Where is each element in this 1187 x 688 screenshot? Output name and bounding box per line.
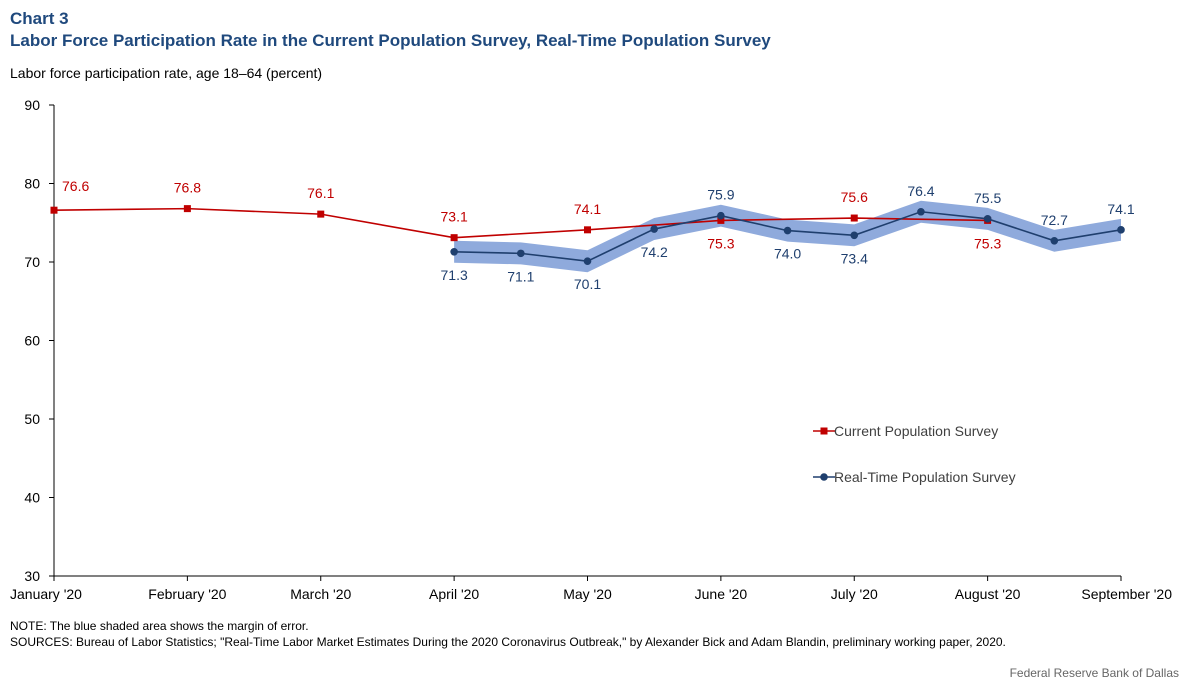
- data-label: 75.9: [707, 187, 734, 203]
- data-point-circle: [983, 215, 992, 223]
- data-label: 75.6: [841, 189, 868, 205]
- x-tick-label: July '20: [831, 586, 878, 602]
- data-label: 76.1: [307, 185, 334, 201]
- data-label: 72.7: [1041, 212, 1068, 228]
- data-point-circle: [917, 207, 925, 216]
- data-label: 76.8: [174, 180, 201, 196]
- data-label: 75.5: [974, 190, 1001, 206]
- data-label: 71.3: [441, 267, 468, 283]
- x-tick-label: March '20: [290, 586, 351, 602]
- x-tick-label: January '20: [10, 586, 82, 602]
- legend-label: Current Population Survey: [834, 423, 998, 439]
- chart-title: Labor Force Participation Rate in the Cu…: [10, 31, 771, 50]
- data-point-circle: [517, 249, 525, 258]
- data-point-square: [717, 216, 725, 224]
- data-point-circle: [450, 247, 458, 256]
- y-tick-label: 30: [24, 568, 40, 584]
- data-point-circle: [1117, 226, 1125, 234]
- data-point-circle: [1050, 237, 1059, 245]
- y-tick-label: 80: [24, 176, 40, 192]
- x-tick-label: May '20: [563, 586, 612, 602]
- data-labels-layer: 76.6 76.8 76.1 73.1 74.1 75.3 75.6 75.3 71.3 71.1…: [62, 178, 1135, 292]
- x-tick-label: April '20: [429, 586, 479, 602]
- y-tick-label: 90: [24, 97, 40, 113]
- legend-label: Real-Time Population Survey: [834, 469, 1016, 485]
- data-label: 74.2: [641, 244, 668, 260]
- series-line-0: [53, 207, 988, 239]
- data-point-square: [317, 210, 325, 218]
- x-tick-label: August '20: [955, 586, 1021, 602]
- chart-sources: SOURCES: Bureau of Labor Statistics; "Re…: [10, 635, 1006, 649]
- data-point-square: [183, 205, 191, 213]
- data-point-circle: [583, 257, 592, 266]
- data-point-square: [50, 206, 58, 214]
- data-label: 73.4: [841, 250, 868, 266]
- data-point-square: [850, 214, 858, 222]
- data-point-circle: [783, 226, 792, 235]
- data-label: 76.4: [907, 183, 934, 199]
- data-label: 76.6: [62, 178, 89, 194]
- data-point-square: [584, 226, 591, 234]
- x-tick-label: February '20: [148, 586, 226, 602]
- y-tick-label: 60: [24, 333, 40, 349]
- legend-marker-circle: [820, 473, 828, 481]
- data-point-circle: [850, 231, 859, 240]
- y-axis-title: Labor force participation rate, age 18–6…: [10, 65, 323, 81]
- axes-layer: 30 40 50 60 70 80 90 January '20 February '20 Mar…: [10, 97, 1172, 602]
- data-point-square: [450, 234, 458, 242]
- legend-marker-square: [820, 427, 828, 435]
- chart-credit: Federal Reserve Bank of Dallas: [1009, 666, 1179, 680]
- data-label: 74.1: [1107, 201, 1134, 217]
- data-label: 70.1: [574, 276, 601, 292]
- data-label: 73.1: [441, 209, 468, 225]
- chart-note: NOTE: The blue shaded area shows the mar…: [10, 619, 309, 633]
- data-label: 74.1: [574, 201, 601, 217]
- y-tick-label: 40: [24, 490, 40, 506]
- data-label: 71.1: [507, 268, 534, 284]
- y-tick-label: 70: [24, 254, 40, 270]
- data-point-circle: [717, 211, 725, 220]
- data-label: 75.3: [707, 235, 734, 251]
- x-tick-label: September '20: [1081, 586, 1172, 602]
- margin-of-error-band: [454, 200, 1121, 273]
- y-tick-label: 50: [24, 411, 40, 427]
- legend: Current Population Survey Real-Time Popul…: [813, 423, 1016, 485]
- data-point-circle: [650, 225, 658, 233]
- chart-number: Chart 3: [10, 9, 69, 28]
- data-label: 75.3: [974, 235, 1001, 251]
- data-label: 74.0: [774, 246, 801, 262]
- series-lines-layer: [50, 205, 1125, 266]
- x-tick-label: June '20: [695, 586, 748, 602]
- margin-of-error-band-layer: [454, 200, 1121, 273]
